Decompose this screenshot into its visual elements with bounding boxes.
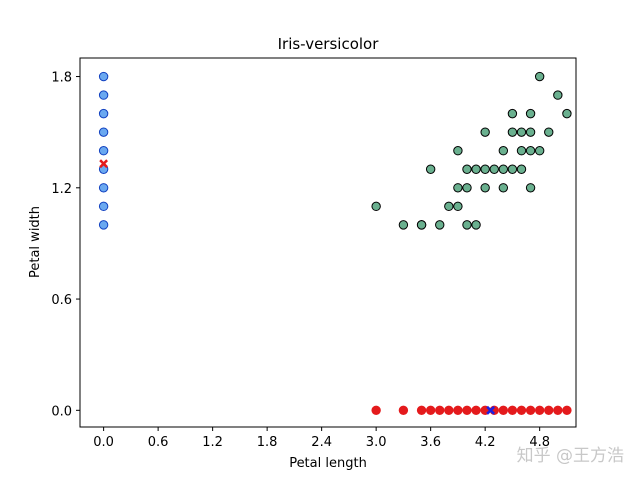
y-tick-label: 0.6 <box>51 293 72 308</box>
scatter-point <box>462 405 472 416</box>
x-tick-label: 4.2 <box>475 435 496 450</box>
x-tick-label: 3.0 <box>366 435 387 450</box>
x-axis-label: Petal length <box>289 456 367 471</box>
scatter-point <box>553 90 563 100</box>
scatter-point <box>498 164 509 174</box>
scatter-point <box>462 183 472 193</box>
scatter-point <box>444 201 454 212</box>
x-marker <box>99 159 109 169</box>
scatter-point <box>435 220 445 230</box>
scatter-point <box>525 146 536 156</box>
scatter-point <box>425 405 436 416</box>
scatter-point <box>462 220 472 230</box>
scatter-point <box>98 108 109 119</box>
data-points <box>98 71 572 416</box>
scatter-point <box>507 405 518 416</box>
scatter-point <box>507 108 518 119</box>
x-tick-label: 2.4 <box>311 435 332 450</box>
y-axis-label: Petal width <box>28 206 43 278</box>
y-tick-label: 1.8 <box>51 71 72 86</box>
scatter-point <box>453 201 463 212</box>
scatter-point <box>98 183 109 193</box>
scatter-point <box>98 220 109 230</box>
scatter-point <box>525 183 536 193</box>
x-tick-label: 1.8 <box>257 435 278 450</box>
scatter-point <box>462 164 472 174</box>
scatter-point <box>398 220 409 230</box>
scatter-point <box>98 71 109 82</box>
scatter-point <box>525 405 536 416</box>
scatter-point <box>516 405 527 416</box>
scatter-point <box>371 201 381 212</box>
scatter-point <box>498 146 509 156</box>
plot-area <box>79 57 577 428</box>
scatter-point <box>480 183 490 193</box>
scatter-point <box>534 146 545 156</box>
scatter-point <box>444 405 454 416</box>
scatter-point <box>453 183 463 193</box>
scatter-point <box>489 164 499 174</box>
scatter-point <box>525 108 536 119</box>
scatter-point <box>98 146 109 156</box>
y-tick-label: 1.2 <box>51 182 72 197</box>
x-tick-label: 3.6 <box>420 435 441 450</box>
x-tick-label: 1.2 <box>202 435 223 450</box>
scatter-point <box>516 164 527 174</box>
scatter-point <box>371 405 381 416</box>
scatter-point <box>516 146 527 156</box>
scatter-point <box>416 220 427 230</box>
scatter-point <box>507 164 518 174</box>
x-tick-label: 0.0 <box>93 435 114 450</box>
scatter-point <box>525 127 536 137</box>
scatter-point <box>562 405 572 416</box>
scatter-point <box>480 127 490 137</box>
scatter-point <box>416 405 427 416</box>
scatter-point <box>98 90 109 100</box>
scatter-point <box>435 405 445 416</box>
x-tick-label: 4.8 <box>529 435 550 450</box>
scatter-point <box>453 405 463 416</box>
x-marker <box>486 405 495 415</box>
scatter-point <box>553 405 563 416</box>
scatter-point <box>398 405 409 416</box>
scatter-point <box>516 127 527 137</box>
scatter-point <box>534 405 545 416</box>
x-axis-ticks: 0.0 0.6 1.2 1.8 2.4 3.0 3.6 4.2 4.8 <box>93 427 550 450</box>
scatter-point <box>498 405 509 416</box>
scatter-point <box>98 127 109 137</box>
scatter-point <box>498 183 509 193</box>
scatter-point <box>544 405 554 416</box>
scatter-point <box>425 164 436 174</box>
scatter-point <box>562 108 572 119</box>
scatter-point <box>534 71 545 82</box>
scatter-point <box>471 164 481 174</box>
x-tick-label: 0.6 <box>148 435 169 450</box>
watermark: 知乎 @王方浩 <box>516 446 624 466</box>
scatter-point <box>544 127 554 137</box>
scatter-point <box>471 220 481 230</box>
scatter-point <box>480 164 490 174</box>
y-tick-label: 0.0 <box>51 404 72 419</box>
scatter-point <box>507 127 518 137</box>
scatter-point <box>471 405 481 416</box>
y-axis-ticks: 0.0 0.6 1.2 1.8 <box>51 71 80 419</box>
scatter-point <box>453 146 463 156</box>
chart-title: Iris-versicolor <box>278 35 380 53</box>
scatter-point <box>98 201 109 212</box>
